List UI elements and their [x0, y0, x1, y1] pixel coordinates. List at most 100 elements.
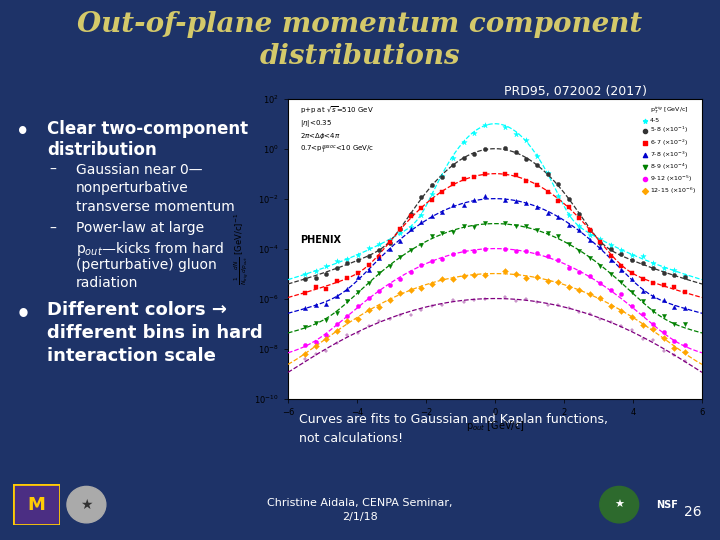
Text: distributions: distributions: [260, 43, 460, 70]
Point: [552, 212, 564, 221]
Point: [320, 262, 332, 271]
Point: [300, 350, 311, 359]
Point: [458, 298, 469, 307]
Point: [458, 154, 469, 163]
Point: [384, 238, 395, 247]
Text: M: M: [27, 496, 45, 514]
Point: [310, 319, 322, 327]
Point: [552, 301, 564, 309]
Point: [352, 302, 364, 310]
Point: [320, 315, 332, 324]
Point: [531, 152, 543, 160]
Point: [636, 310, 648, 319]
Text: –: –: [49, 221, 56, 235]
Point: [374, 246, 385, 255]
Point: [626, 302, 638, 310]
Point: [405, 311, 417, 320]
Point: [500, 293, 511, 301]
Point: [331, 256, 343, 265]
Point: [384, 239, 395, 248]
Point: [395, 289, 406, 298]
Point: [374, 317, 385, 326]
Point: [647, 319, 659, 328]
Point: [595, 294, 606, 302]
Point: [468, 295, 480, 304]
Point: [342, 331, 354, 340]
Point: [320, 335, 332, 343]
Point: [573, 226, 585, 234]
Point: [636, 334, 648, 343]
Text: ★: ★: [80, 498, 93, 511]
Point: [363, 322, 374, 330]
Circle shape: [600, 487, 639, 523]
Point: [521, 199, 532, 207]
Point: [647, 324, 659, 333]
Point: [616, 261, 627, 270]
Point: [436, 172, 448, 180]
Point: [531, 225, 543, 234]
Point: [521, 247, 532, 255]
Point: [668, 320, 680, 328]
Text: p$_{out}$—kicks from hard: p$_{out}$—kicks from hard: [76, 240, 223, 258]
Point: [426, 256, 438, 265]
Point: [542, 252, 554, 260]
Point: [342, 297, 354, 306]
Point: [479, 121, 490, 130]
Point: [563, 220, 575, 229]
Point: [679, 320, 690, 329]
Point: [679, 272, 690, 280]
Point: [320, 346, 332, 355]
Point: [595, 239, 606, 247]
Point: [510, 297, 522, 306]
Point: [626, 274, 638, 283]
Point: [384, 295, 395, 304]
Text: radiation: radiation: [76, 276, 138, 291]
Point: [300, 274, 311, 283]
Point: [331, 264, 343, 272]
Point: [668, 303, 680, 312]
Point: [352, 255, 364, 264]
Text: •: •: [16, 122, 30, 141]
Point: [458, 138, 469, 147]
Point: [436, 275, 448, 284]
Point: [363, 294, 374, 302]
Point: [605, 241, 616, 250]
Point: [374, 254, 385, 263]
Point: [395, 274, 406, 283]
Point: [342, 255, 354, 264]
Point: [500, 218, 511, 227]
Point: [626, 326, 638, 334]
Point: [300, 269, 311, 278]
Point: [584, 310, 595, 319]
Point: [426, 302, 438, 310]
Point: [616, 307, 627, 315]
Point: [363, 305, 374, 314]
Point: [573, 308, 585, 316]
Text: not calculations!: not calculations!: [299, 432, 403, 445]
Point: [300, 341, 311, 350]
Point: [331, 320, 343, 328]
Point: [363, 244, 374, 252]
Point: [531, 249, 543, 258]
Point: [395, 237, 406, 245]
Point: [531, 203, 543, 212]
Point: [500, 245, 511, 253]
Point: [374, 253, 385, 261]
Point: [405, 222, 417, 231]
Point: [668, 336, 680, 345]
Point: [300, 354, 311, 363]
Point: [447, 295, 459, 304]
Point: [584, 236, 595, 245]
Point: [331, 339, 343, 348]
Point: [384, 315, 395, 324]
Point: [374, 239, 385, 248]
Point: [584, 272, 595, 281]
Point: [679, 273, 690, 281]
Point: [552, 192, 564, 200]
Legend: 4-5, 5-8 ($\times$10$^{-1}$), 6-7 ($\times$10$^{-2}$), 7-8 ($\times$10$^{-3}$), : 4-5, 5-8 ($\times$10$^{-1}$), 6-7 ($\tim…: [639, 102, 699, 199]
Text: NSF: NSF: [656, 500, 678, 510]
Point: [384, 280, 395, 289]
Point: [563, 263, 575, 272]
Point: [626, 288, 638, 296]
Point: [426, 211, 438, 220]
